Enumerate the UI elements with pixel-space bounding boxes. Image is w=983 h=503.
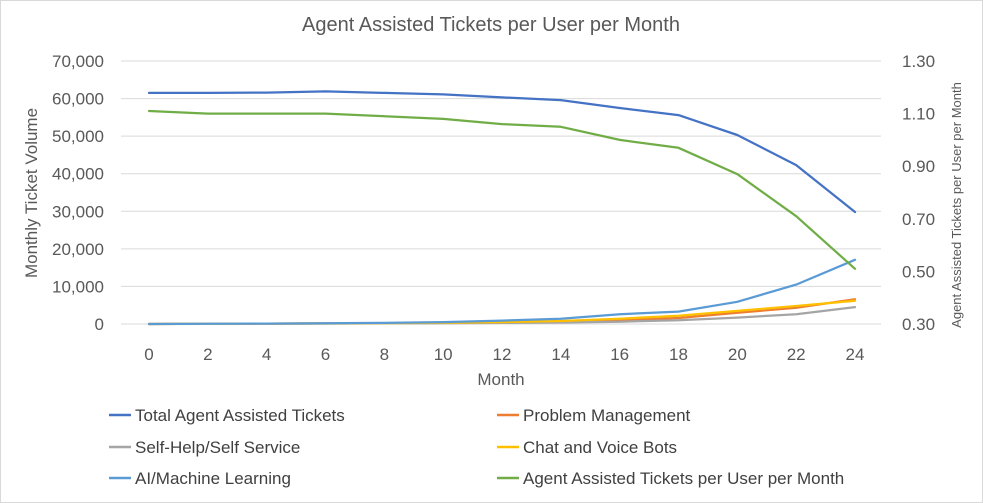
series-line-total-agent-assisted-tickets: [147, 90, 857, 214]
x-tick-label: 12: [493, 345, 512, 364]
legend-label-total-agent-assisted-tickets: Total Agent Assisted Tickets: [135, 406, 345, 425]
legend-label-ai-machine-learning: AI/Machine Learning: [135, 469, 291, 488]
y2-tick-label: 0.30: [902, 315, 935, 334]
y-tick-label: 30,000: [52, 202, 104, 221]
legend-label-self-help-self-service: Self-Help/Self Service: [135, 438, 300, 457]
legend: Total Agent Assisted Tickets Problem Mana…: [109, 406, 844, 488]
legend-label-agent-assisted-tickets-per-user-per-month: Agent Assisted Tickets per User per Mont…: [523, 469, 844, 488]
legend-label-problem-management: Problem Management: [523, 406, 691, 425]
x-tick-label: 2: [203, 345, 212, 364]
y-tick-label: 20,000: [52, 240, 104, 259]
y2-tick-label: 1.30: [902, 52, 935, 71]
y-tick-label: 0: [95, 315, 104, 334]
tick-labels: 0 10,000 20,000 30,000 40,000 50,000 60,000 70,…: [52, 52, 935, 364]
x-tick-label: 18: [669, 345, 688, 364]
x-tick-label: 24: [846, 345, 865, 364]
x-tick-label: 22: [787, 345, 806, 364]
series-line-ai-machine-learning: [147, 258, 857, 326]
chart-title: Agent Assisted Tickets per User per Mont…: [302, 14, 680, 36]
y2-tick-label: 0.70: [902, 210, 935, 229]
x-tick-label: 0: [144, 345, 153, 364]
y-axis-title: Monthly Ticket Volume: [22, 108, 41, 278]
x-tick-label: 10: [434, 345, 453, 364]
y2-axis-title: Agent Assisted Tickets per User per Mont…: [949, 82, 964, 328]
y-tick-label: 70,000: [52, 52, 104, 71]
y2-tick-label: 1.10: [902, 105, 935, 124]
y-tick-label: 60,000: [52, 90, 104, 109]
y2-tick-label: 0.90: [902, 157, 935, 176]
gridlines: [121, 60, 881, 287]
series-line-agent-assisted-tickets-per-user-per-month: [147, 109, 857, 270]
y-tick-label: 50,000: [52, 127, 104, 146]
x-tick-label: 14: [551, 345, 570, 364]
x-tick-label: 20: [728, 345, 747, 364]
x-tick-label: 6: [321, 345, 330, 364]
series-lines: [147, 90, 857, 326]
y2-tick-label: 0.50: [902, 262, 935, 281]
x-tick-label: 16: [610, 345, 629, 364]
x-axis-title: Month: [477, 370, 524, 389]
y-tick-label: 40,000: [52, 165, 104, 184]
x-tick-label: 4: [262, 345, 271, 364]
y-tick-label: 10,000: [52, 277, 104, 296]
legend-label-chat-and-voice-bots: Chat and Voice Bots: [523, 438, 677, 457]
x-tick-label: 8: [380, 345, 389, 364]
